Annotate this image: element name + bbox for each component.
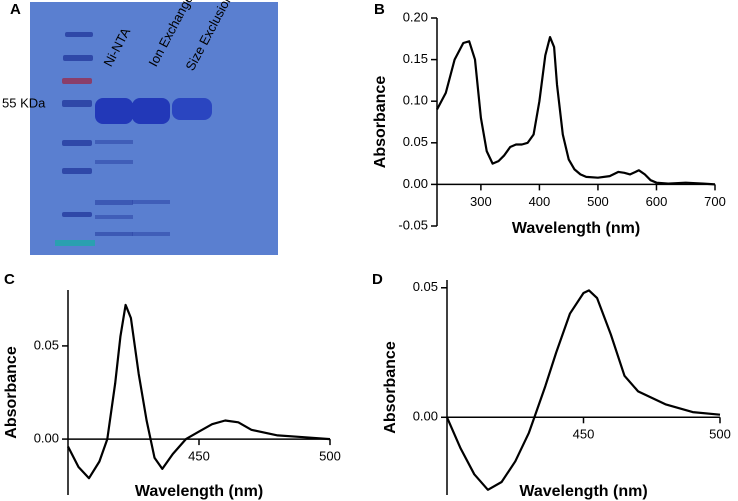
x-axis-title: Wavelength (nm) bbox=[135, 483, 263, 500]
x-tick-label: 500 bbox=[709, 427, 731, 442]
data-line bbox=[445, 289, 721, 491]
x-tick-label: 500 bbox=[319, 449, 341, 464]
x-tick-label: 500 bbox=[587, 194, 609, 209]
y-axis-title: Absorbance bbox=[372, 76, 389, 169]
y-tick-label: 0.05 bbox=[413, 279, 438, 294]
y-tick-label: 0.00 bbox=[34, 431, 59, 446]
gel-image bbox=[30, 2, 278, 255]
panel-label: D bbox=[372, 271, 383, 288]
y-tick-label: -0.05 bbox=[398, 217, 428, 232]
y-axis-title: Absorbance bbox=[382, 341, 399, 434]
y-tick-label: 0.10 bbox=[403, 93, 428, 108]
bands bbox=[55, 32, 212, 246]
y-tick-label: 0.05 bbox=[403, 134, 428, 149]
marker-label: 55 KDa bbox=[2, 95, 46, 110]
x-tick-label: 700 bbox=[704, 194, 726, 209]
y-tick-label: 0.05 bbox=[34, 337, 59, 352]
x-tick-label: 600 bbox=[646, 194, 668, 209]
y-tick-label: 0.00 bbox=[413, 409, 438, 424]
panel-label: A bbox=[10, 1, 21, 18]
data-line bbox=[436, 36, 716, 186]
data-line bbox=[67, 303, 331, 480]
y-axis-title: Absorbance bbox=[3, 346, 20, 439]
panel-label: C bbox=[4, 271, 15, 288]
panel-label: B bbox=[374, 1, 385, 18]
x-axis-title: Wavelength (nm) bbox=[512, 220, 640, 237]
x-tick-label: 400 bbox=[529, 194, 551, 209]
y-tick-label: 0.00 bbox=[403, 176, 428, 191]
x-tick-label: 300 bbox=[470, 194, 492, 209]
x-axis-title: Wavelength (nm) bbox=[519, 483, 647, 500]
x-tick-label: 450 bbox=[573, 427, 595, 442]
gel-panel: A 55 KDa Ni-NTA Ion Exchange Size Exclus… bbox=[2, 0, 278, 255]
x-tick-label: 450 bbox=[188, 449, 210, 464]
y-tick-label: 0.15 bbox=[403, 51, 428, 66]
y-tick-label: 0.20 bbox=[403, 9, 428, 24]
